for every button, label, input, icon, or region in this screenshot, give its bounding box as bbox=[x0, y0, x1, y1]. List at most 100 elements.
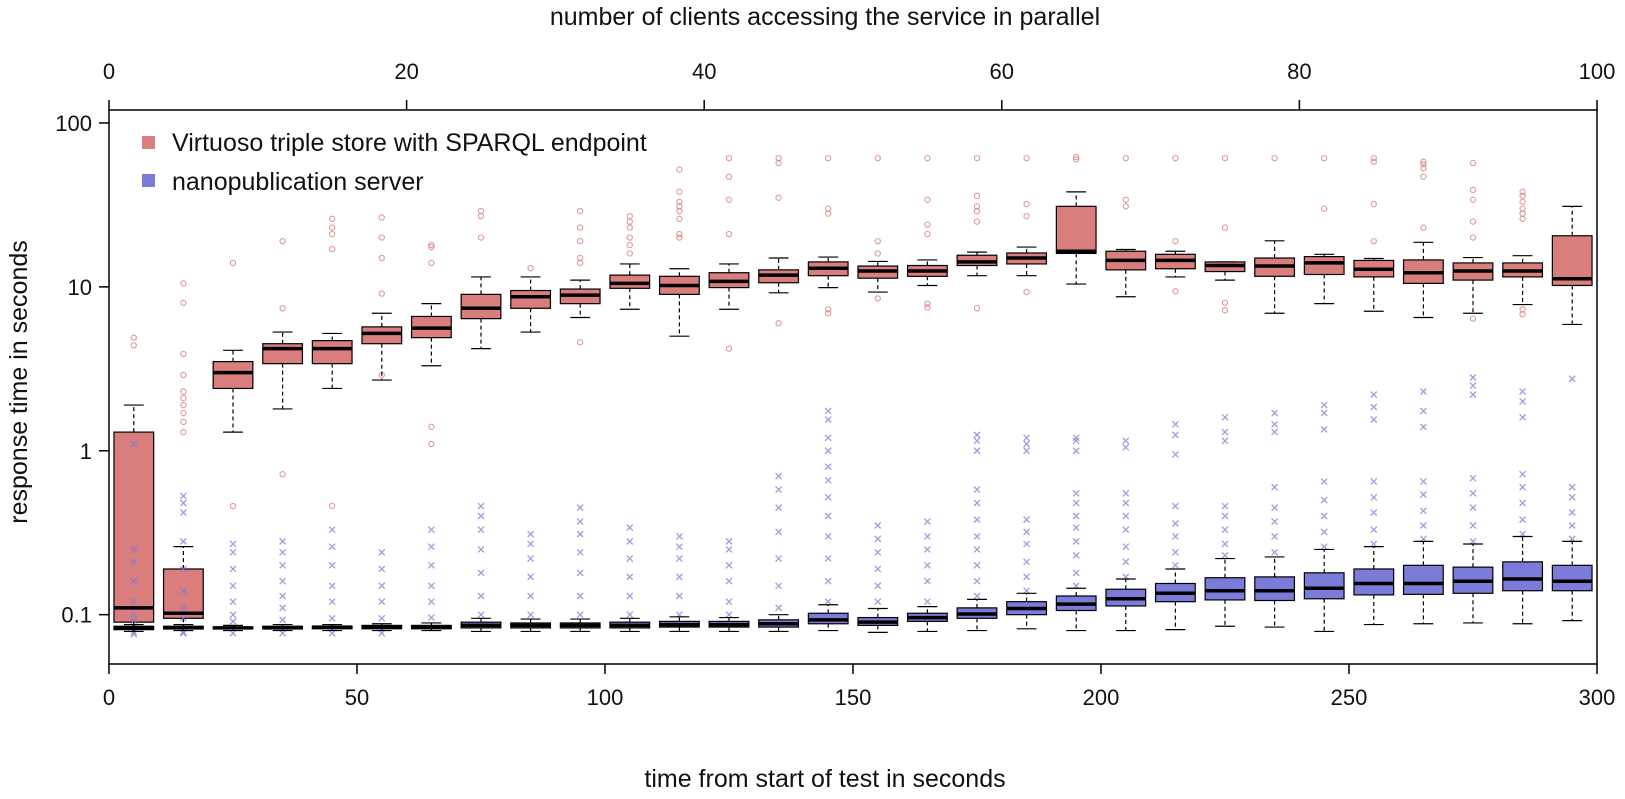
nanopublication-box bbox=[1254, 576, 1296, 602]
virtuoso-box-group bbox=[113, 334, 155, 630]
virtuoso-outlier bbox=[1172, 237, 1179, 245]
virtuoso-outlier bbox=[973, 154, 981, 162]
nanopublication-outlier bbox=[1271, 428, 1279, 436]
nanopublication-outlier bbox=[576, 592, 584, 600]
virtuoso-outlier bbox=[874, 154, 882, 162]
nanopublication-outlier bbox=[229, 598, 237, 606]
nanopublication-outlier bbox=[874, 535, 882, 543]
nanopublication-outlier bbox=[923, 598, 931, 606]
nanopublication-outlier bbox=[874, 548, 882, 556]
virtuoso-outlier bbox=[1420, 224, 1427, 231]
virtuoso-outlier bbox=[477, 212, 485, 220]
virtuoso-box-group bbox=[1551, 205, 1593, 326]
nanopublication-box-group bbox=[1303, 401, 1345, 633]
nanopublication-outlier bbox=[973, 533, 981, 540]
nanopublication-outlier bbox=[1519, 397, 1527, 405]
virtuoso-box-group bbox=[1055, 153, 1097, 285]
nanopublication-outlier bbox=[824, 463, 832, 471]
nanopublication-outlier bbox=[1469, 374, 1477, 381]
x-tick-label: 50 bbox=[345, 685, 369, 710]
virtuoso-outlier bbox=[1420, 161, 1427, 168]
virtuoso-box-group bbox=[559, 207, 601, 346]
nanopublication-outlier bbox=[626, 573, 634, 581]
nanopublication-outlier bbox=[1320, 543, 1328, 551]
nanopublication-outlier bbox=[1221, 413, 1229, 421]
nanopublication-outlier bbox=[130, 558, 138, 566]
nanopublication-outlier bbox=[1171, 561, 1179, 569]
virtuoso-outlier bbox=[1023, 212, 1030, 220]
virtuoso-outlier bbox=[1519, 192, 1526, 199]
virtuoso-outlier bbox=[1221, 154, 1229, 162]
nanopublication-outlier bbox=[427, 561, 435, 569]
virtuoso-outlier bbox=[180, 388, 187, 395]
nanopublication-outlier bbox=[775, 504, 783, 512]
nanopublication-outlier bbox=[1568, 375, 1576, 383]
virtuoso-outlier bbox=[1122, 203, 1130, 210]
nanopublication-outlier bbox=[1072, 537, 1080, 545]
nanopublication-outlier bbox=[378, 598, 386, 606]
virtuoso-outlier bbox=[577, 224, 584, 231]
nanopublication-outlier bbox=[527, 540, 535, 548]
nanopublication-outlier bbox=[130, 440, 138, 448]
nanopublication-box-group bbox=[1204, 413, 1246, 627]
nanopublication-outlier bbox=[824, 407, 832, 415]
virtuoso-box bbox=[311, 340, 353, 365]
y-tick-label: 100 bbox=[55, 111, 92, 136]
nanopublication-outlier bbox=[378, 548, 386, 556]
virtuoso-box-group bbox=[1254, 154, 1296, 314]
nanopublication-outlier bbox=[824, 416, 832, 424]
nanopublication-outlier bbox=[626, 555, 634, 563]
virtuoso-outlier bbox=[725, 154, 733, 162]
x-tick-label: 200 bbox=[1083, 685, 1120, 710]
nanopublication-outlier bbox=[576, 504, 584, 512]
nanopublication-box-group bbox=[212, 540, 254, 637]
nanopublication-outlier bbox=[130, 545, 138, 553]
nanopublication-box-group bbox=[1055, 434, 1097, 632]
nanopublication-outlier bbox=[1271, 420, 1279, 428]
virtuoso-outlier bbox=[378, 290, 385, 297]
nanopublication-box-group bbox=[410, 526, 452, 632]
nanopublication-outlier bbox=[824, 598, 832, 606]
nanopublication-box-group bbox=[906, 518, 948, 633]
virtuoso-outlier bbox=[626, 212, 634, 220]
nanopublication-outlier bbox=[1370, 416, 1378, 424]
nanopublication-outlier bbox=[1419, 507, 1427, 515]
virtuoso-outlier bbox=[577, 207, 584, 215]
nanopublication-outlier bbox=[1023, 558, 1031, 566]
nanopublication-outlier bbox=[1519, 470, 1527, 478]
virtuoso-outlier bbox=[924, 196, 931, 203]
nanopublication-outlier bbox=[1320, 528, 1328, 536]
nanopublication-box-group bbox=[956, 431, 998, 632]
virtuoso-outlier bbox=[1469, 196, 1477, 203]
virtuoso-outlier bbox=[1519, 205, 1526, 212]
nanopublication-outlier bbox=[1271, 533, 1279, 540]
virtuoso-outlier bbox=[130, 342, 137, 349]
nanopublication-outlier bbox=[1171, 420, 1179, 428]
nanopublication-outlier bbox=[328, 526, 336, 534]
virtuoso-outlier bbox=[1519, 215, 1526, 223]
nanopublication-outlier bbox=[923, 561, 931, 569]
nanopublication-box-group bbox=[1353, 391, 1395, 626]
x-tick-label: 0 bbox=[103, 685, 115, 710]
nanopublication-outlier bbox=[725, 598, 733, 606]
nanopublication-outlier bbox=[477, 545, 485, 553]
virtuoso-outlier bbox=[1420, 158, 1427, 165]
nanopublication-outlier bbox=[229, 565, 237, 573]
nanopublication-outlier bbox=[1122, 526, 1130, 534]
top-tick-label: 20 bbox=[394, 59, 418, 84]
nanopublication-outlier bbox=[824, 555, 832, 563]
virtuoso-outlier bbox=[180, 428, 187, 436]
nanopublication-outlier bbox=[328, 598, 336, 606]
nanopublication-outlier bbox=[1023, 540, 1031, 548]
nanopublication-outlier bbox=[1469, 504, 1477, 512]
nanopublication-outlier bbox=[626, 592, 634, 600]
nanopublication-outlier bbox=[576, 530, 584, 538]
virtuoso-outlier bbox=[378, 254, 385, 262]
nanopublication-outlier bbox=[1072, 524, 1080, 532]
nanopublication-box-group bbox=[113, 440, 155, 638]
virtuoso-outlier bbox=[775, 320, 782, 327]
y-tick-label: 10 bbox=[68, 275, 92, 300]
virtuoso-outlier bbox=[577, 254, 584, 262]
virtuoso-outlier bbox=[1420, 164, 1427, 172]
virtuoso-outlier bbox=[329, 230, 336, 238]
